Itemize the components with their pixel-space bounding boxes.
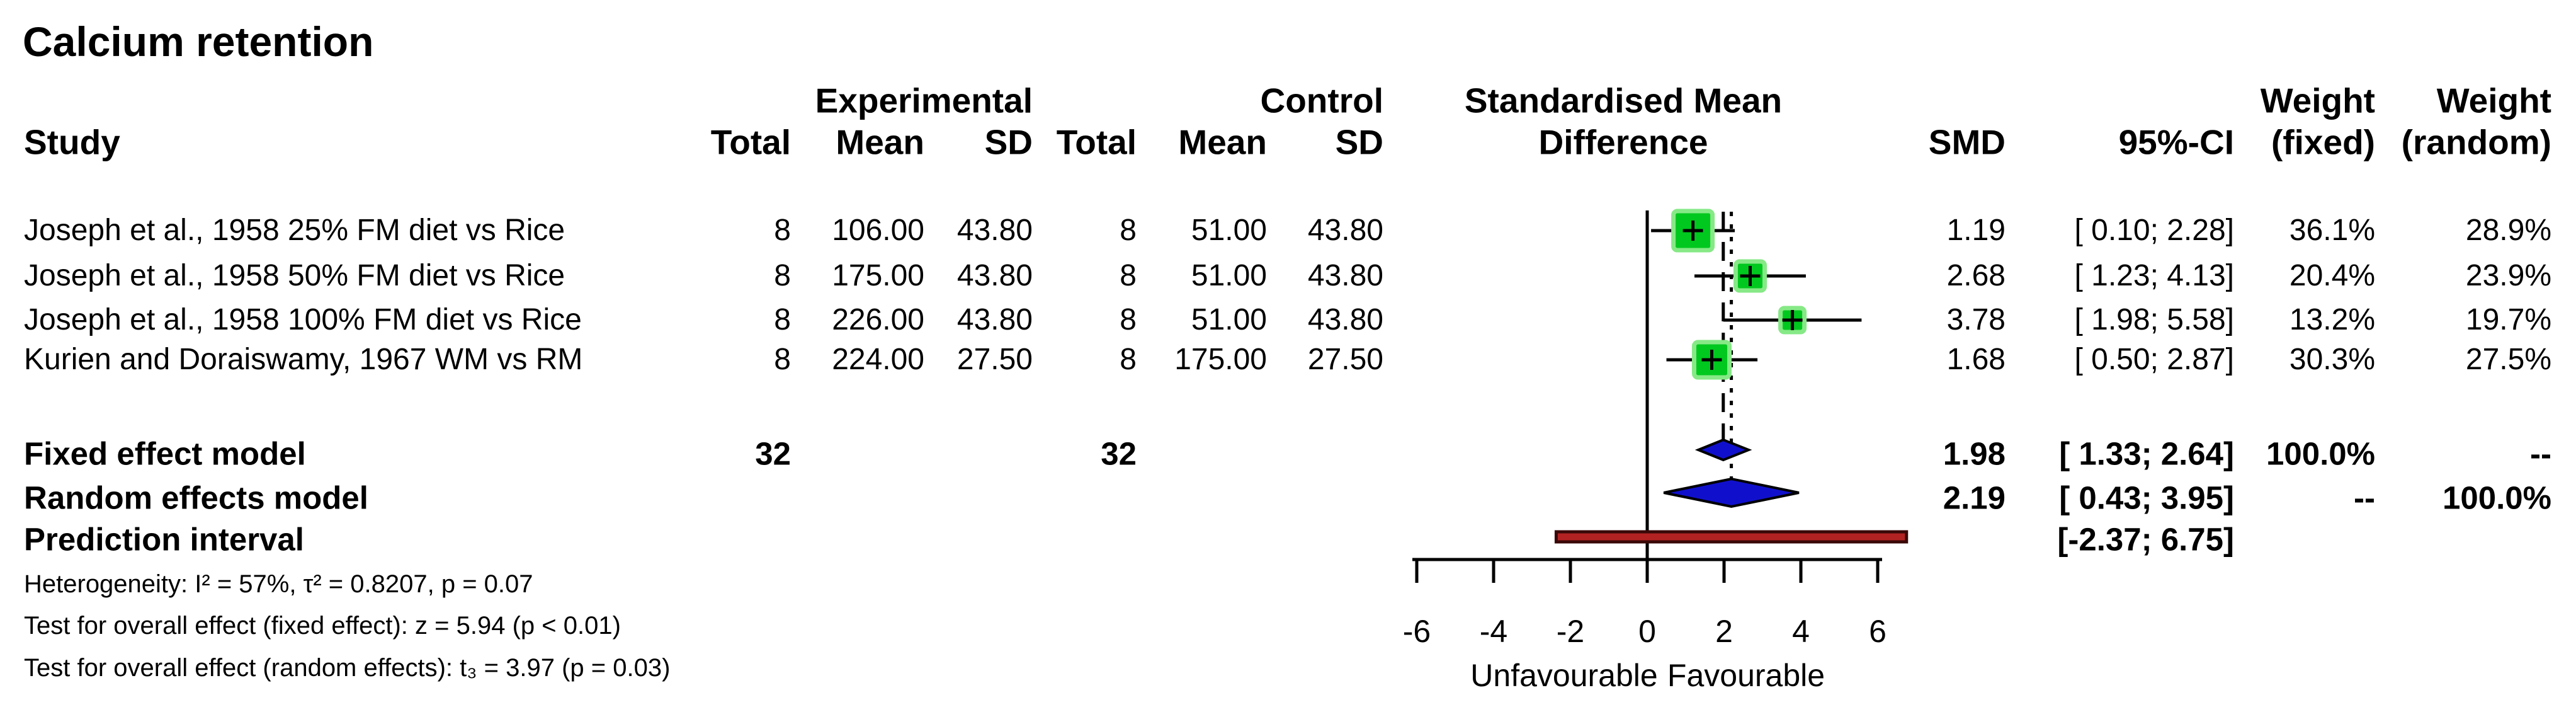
pooled-label: Prediction interval — [24, 521, 304, 558]
axis-label-favourable: Favourable — [1667, 658, 1825, 693]
fixed-effect-diamond — [1694, 438, 1752, 462]
weight-fixed: 36.1% — [2289, 214, 2375, 247]
ctrl-mean: 51.00 — [1191, 214, 1267, 247]
axis-tick-label: -2 — [1556, 614, 1585, 649]
weight-fixed: 20.4% — [2289, 259, 2375, 292]
random-effects-diamond — [1663, 477, 1800, 508]
ci-value: [ 1.23; 4.13] — [2074, 259, 2234, 292]
pooled-exp-total: 32 — [755, 435, 791, 472]
weight-random: 27.5% — [2465, 343, 2551, 376]
group-header-control: Control — [1260, 81, 1383, 120]
weight-random: 19.7% — [2465, 303, 2551, 336]
col-header-weight-fixed-line2: (fixed) — [2271, 122, 2375, 162]
axis-tick-label: 4 — [1792, 614, 1810, 649]
ctrl-mean: 51.00 — [1191, 303, 1267, 336]
group-header-experimental: Experimental — [815, 81, 1033, 120]
pooled-weight-fixed: 100.0% — [2266, 435, 2375, 472]
ctrl-total: 8 — [1120, 214, 1137, 247]
axis-label-unfavourable: Unfavourable — [1470, 658, 1658, 693]
weight-fixed: 30.3% — [2289, 343, 2375, 376]
smd-value: 1.68 — [1946, 343, 2006, 376]
ctrl-sd: 43.80 — [1307, 303, 1383, 336]
col-header-study: Study — [24, 122, 120, 162]
col-header-ci: 95%-CI — [2118, 122, 2234, 162]
pooled-smd-value: 1.98 — [1943, 435, 2006, 472]
axis-tick-label: -6 — [1402, 614, 1431, 649]
ctrl-mean: 51.00 — [1191, 259, 1267, 292]
ctrl-total: 8 — [1120, 303, 1137, 336]
footnote-heterogeneity: Heterogeneity: I² = 57%, τ² = 0.8207, p … — [24, 570, 533, 598]
exp-total: 8 — [774, 214, 791, 247]
ctrl-sd: 27.50 — [1307, 343, 1383, 376]
pooled-ctrl-total: 32 — [1101, 435, 1137, 472]
exp-sd: 43.80 — [956, 303, 1033, 336]
ctrl-total: 8 — [1120, 259, 1137, 292]
ctrl-total: 8 — [1120, 343, 1137, 376]
footnote-test-fixed: Test for overall effect (fixed effect): … — [24, 612, 621, 640]
plot-header-line1: Standardised Mean — [1464, 81, 1783, 120]
exp-sd: 43.80 — [956, 259, 1033, 292]
plot-header-line2: Difference — [1538, 122, 1708, 162]
exp-sd: 27.50 — [956, 343, 1033, 376]
exp-mean: 226.00 — [832, 303, 924, 336]
prediction-interval-bar — [1554, 530, 1909, 544]
ci-value: [ 0.50; 2.87] — [2074, 343, 2234, 376]
footnote-test-random: Test for overall effect (random effects)… — [24, 654, 671, 682]
col-header-smd: SMD — [1928, 122, 2006, 162]
weight-fixed: 13.2% — [2289, 303, 2375, 336]
ctrl-sd: 43.80 — [1307, 259, 1383, 292]
smd-value: 3.78 — [1946, 303, 2006, 336]
pooled-label: Random effects model — [24, 479, 368, 516]
study-name: Joseph et al., 1958 25% FM diet vs Rice — [24, 214, 565, 247]
weight-random: 23.9% — [2465, 259, 2551, 292]
col-header-weight-random-line2: (random) — [2401, 122, 2551, 162]
ctrl-sd: 43.80 — [1307, 214, 1383, 247]
study-name: Joseph et al., 1958 100% FM diet vs Rice — [24, 303, 582, 336]
exp-mean: 224.00 — [832, 343, 924, 376]
col-header-exp-total: Total — [710, 122, 791, 162]
col-header-weight-fixed-line1: Weight — [2260, 81, 2375, 120]
pooled-weight-random: 100.0% — [2443, 479, 2551, 516]
col-header-exp-sd: SD — [984, 122, 1033, 162]
exp-total: 8 — [774, 259, 791, 292]
col-header-ctrl-sd: SD — [1335, 122, 1383, 162]
col-header-ctrl-mean: Mean — [1178, 122, 1267, 162]
axis-tick-label: 2 — [1715, 614, 1733, 649]
exp-total: 8 — [774, 303, 791, 336]
exp-mean: 175.00 — [832, 259, 924, 292]
col-header-weight-random-line1: Weight — [2436, 81, 2551, 120]
pooled-smd-value: 2.19 — [1943, 479, 2006, 516]
pooled-ci-value: [-2.37; 6.75] — [2057, 521, 2234, 558]
exp-mean: 106.00 — [832, 214, 924, 247]
pooled-ci-value: [ 0.43; 3.95] — [2059, 479, 2234, 516]
study-name: Joseph et al., 1958 50% FM diet vs Rice — [24, 259, 565, 292]
axis-tick-label: 6 — [1869, 614, 1887, 649]
ctrl-mean: 175.00 — [1174, 343, 1267, 376]
ci-value: [ 1.98; 5.58] — [2074, 303, 2234, 336]
axis-tick-label: 0 — [1638, 614, 1656, 649]
smd-value: 2.68 — [1946, 259, 2006, 292]
axis-tick-label: -4 — [1479, 614, 1508, 649]
pooled-weight-fixed: -- — [2354, 479, 2375, 516]
weight-random: 28.9% — [2465, 214, 2551, 247]
col-header-ctrl-total: Total — [1056, 122, 1137, 162]
smd-value: 1.19 — [1946, 214, 2006, 247]
col-header-exp-mean: Mean — [836, 122, 924, 162]
study-name: Kurien and Doraiswamy, 1967 WM vs RM — [24, 343, 583, 376]
exp-sd: 43.80 — [956, 214, 1033, 247]
pooled-label: Fixed effect model — [24, 435, 306, 472]
exp-total: 8 — [774, 343, 791, 376]
ci-value: [ 0.10; 2.28] — [2074, 214, 2234, 247]
pooled-ci-value: [ 1.33; 2.64] — [2059, 435, 2234, 472]
page-title: Calcium retention — [23, 18, 374, 65]
pooled-weight-random: -- — [2530, 435, 2551, 472]
